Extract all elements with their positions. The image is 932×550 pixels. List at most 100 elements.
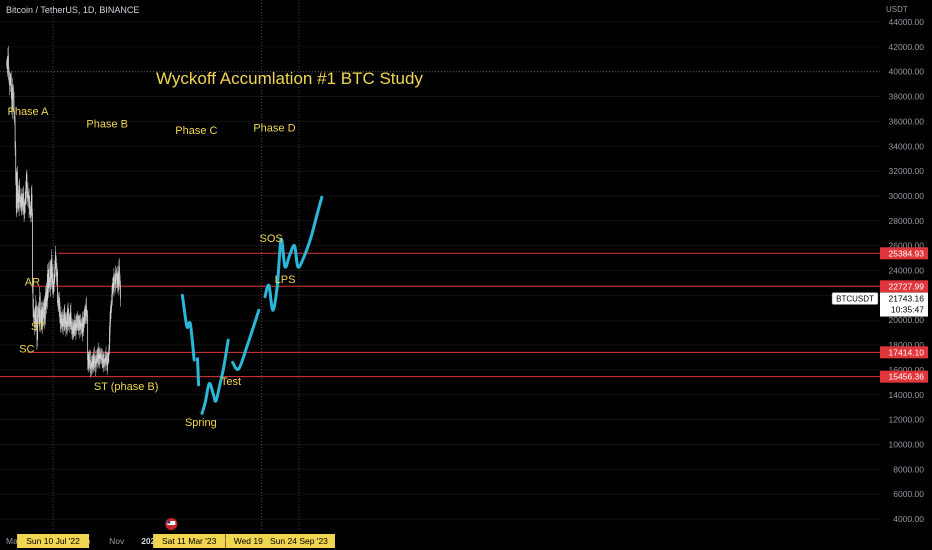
candle-body: [106, 356, 108, 361]
candle-body: [113, 277, 115, 289]
candle-body: [53, 284, 55, 292]
candle-body: [30, 211, 32, 215]
highlighted-date-tag: [153, 534, 226, 548]
symbol-tag: [831, 292, 879, 305]
candle-body: [37, 315, 38, 341]
candle-body: [90, 366, 92, 369]
candle-body: [52, 272, 54, 292]
phase-label: Phase C: [175, 125, 217, 137]
candle-body: [77, 322, 79, 327]
projection-segment: [196, 357, 201, 387]
projection-segment: [231, 308, 261, 371]
candle-body: [25, 189, 27, 199]
level-price-tag: [880, 370, 928, 383]
phase-label: Phase D: [253, 122, 295, 134]
wyckoff-annotation: LPS: [275, 274, 296, 286]
wyckoff-annotation: Test: [221, 376, 241, 388]
candle-body: [93, 356, 95, 363]
candle-body: [86, 315, 88, 317]
candle-body: [107, 354, 109, 362]
last-price-tag: [880, 292, 928, 317]
candle-body: [77, 316, 79, 323]
candle-body: [15, 148, 17, 182]
wyckoff-annotation: SOS: [259, 233, 282, 245]
candle-body: [54, 267, 56, 280]
flag-canton: [167, 521, 171, 524]
y-tick-label: 20000.00: [889, 315, 925, 325]
y-tick-label: 38000.00: [889, 92, 925, 102]
wyckoff-annotation: AR: [25, 276, 40, 288]
level-price-tag: [880, 346, 928, 359]
candle-body: [42, 307, 44, 313]
candle-body: [13, 91, 14, 101]
phase-label: Phase B: [86, 119, 128, 131]
y-tick-label: 8000.00: [893, 464, 924, 474]
candle-body: [71, 321, 72, 330]
y-tick-label: 30000.00: [889, 191, 925, 201]
candle-body: [100, 353, 102, 357]
candle-body: [33, 307, 34, 317]
candle-body: [14, 113, 16, 122]
price-axis: 4000.00 6000.00 8000.00 10000.00 12000.00 140…: [831, 0, 932, 550]
y-tick-label: 36000.00: [889, 116, 925, 126]
y-tick-label: 32000.00: [889, 166, 925, 176]
candle-body: [24, 198, 26, 204]
phase-label: Phase A: [7, 106, 49, 118]
candle-body: [119, 276, 121, 287]
y-tick-label: 34000.00: [889, 141, 925, 151]
projection-path: [180, 195, 324, 415]
candle-body: [110, 308, 111, 322]
candle-body: [28, 194, 30, 209]
chart-annotations: Phase A Phase B Phase C Phase D AR ST SC ST (ph…: [7, 106, 295, 429]
symbol-tag-label: BTCUSDT: [836, 295, 874, 304]
wyckoff-annotation: SC: [19, 344, 34, 356]
candle-body: [44, 295, 46, 320]
candle-body: [32, 287, 34, 308]
level-price-label: 22727.99: [889, 281, 925, 291]
y-tick-label: 16000.00: [889, 365, 925, 375]
highlighted-date-label: Sat 11 Mar '23: [162, 536, 217, 546]
last-price-label: 21743.16: [889, 294, 925, 304]
candle-body: [56, 264, 57, 276]
level-price-tag: [880, 247, 928, 260]
y-tick-label: 14000.00: [889, 390, 925, 400]
projection-segment: [263, 195, 324, 312]
x-tick-label: May: [6, 536, 23, 546]
candle-body: [19, 185, 21, 199]
candle-body: [67, 308, 68, 327]
level-price-label: 17414.10: [889, 347, 925, 357]
candle-body: [108, 349, 110, 356]
candle-body: [111, 302, 113, 307]
candle-body: [109, 321, 111, 335]
candle-body: [78, 325, 80, 327]
candle-body: [12, 87, 14, 92]
candle-body: [87, 316, 89, 361]
price-axis-bg: [880, 0, 932, 550]
candle-body: [9, 81, 11, 86]
candle-body: [120, 286, 121, 300]
candle-body: [24, 203, 26, 214]
candle-body: [119, 266, 120, 277]
candle-body: [101, 356, 102, 361]
symbol-info[interactable]: Bitcoin / TetherUS, 1D, BINANCE: [6, 5, 140, 15]
candle-body: [13, 100, 15, 115]
candle-body: [38, 307, 39, 317]
candle-body: [8, 55, 9, 72]
vertical-date-lines: [0, 0, 880, 530]
candle-body: [53, 279, 55, 285]
candle-body: [35, 305, 37, 326]
wyckoff-annotation: Spring: [185, 417, 217, 429]
y-tick-label: 24000.00: [889, 266, 925, 276]
countdown-label: 10:35:47: [891, 305, 924, 315]
y-tick-label: 26000.00: [889, 241, 925, 251]
candle-body: [29, 204, 31, 215]
candle-body: [88, 354, 90, 364]
chart-title: Wyckoff Accumlation #1 BTC Study: [156, 69, 423, 88]
candle-body: [108, 333, 110, 351]
candle-body: [10, 76, 12, 92]
highlighted-date-label: Wed 19 Jul '23: [234, 536, 290, 546]
candle-body: [67, 308, 69, 317]
y-tick-label: 40000.00: [889, 67, 925, 77]
